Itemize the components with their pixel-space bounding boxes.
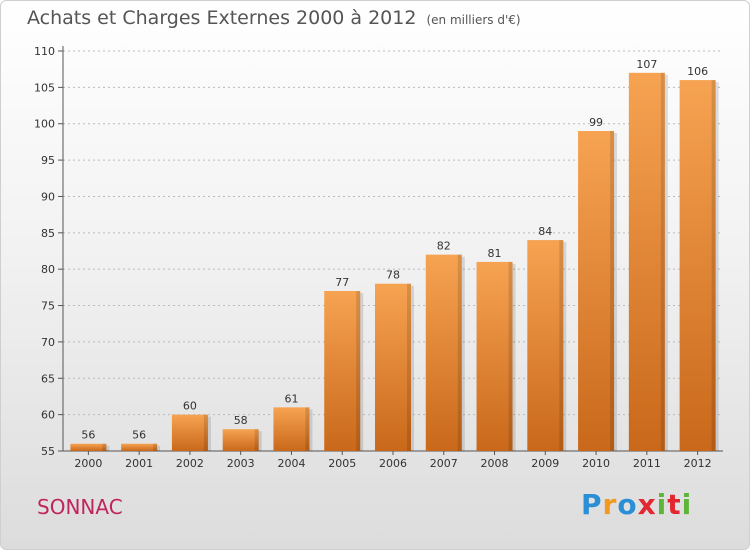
bar-edge [457,254,462,451]
y-tick-label: 60 [41,409,55,422]
bar-2008 [476,261,513,451]
bar-2004 [273,407,310,451]
bar-2011 [628,72,665,452]
y-tick-label: 110 [34,45,55,58]
data-label-2001: 56 [132,429,146,442]
data-label-2007: 82 [437,240,451,253]
proxiti-logo[interactable]: Proxiti [581,488,693,521]
data-label-2002: 60 [183,400,197,413]
bar-edge [559,240,564,451]
y-tick-label: 95 [41,154,55,167]
y-tick-label: 70 [41,336,55,349]
bar-2003 [222,429,259,451]
x-tick-label-2012: 2012 [684,457,712,470]
y-tick-label: 90 [41,190,55,203]
data-label-2004: 61 [284,392,298,405]
bar-2005 [324,291,361,451]
x-tick-label-2002: 2002 [176,457,204,470]
y-tick-label: 85 [41,227,55,240]
y-tick-label: 80 [41,263,55,276]
x-tick-label-2010: 2010 [582,457,610,470]
bar-2012 [679,80,716,451]
bar-2010 [578,131,615,451]
data-label-2008: 81 [488,247,502,260]
y-tick-label: 65 [41,372,55,385]
x-tick-label-2000: 2000 [74,457,102,470]
y-tick-label: 100 [34,118,55,131]
data-labels: 56 56 60 58 61 77 78 82 81 84 99 107 106 [81,58,708,442]
x-tick-label-2011: 2011 [633,457,661,470]
bar-edge [356,291,361,451]
data-label-2000: 56 [81,429,95,442]
data-label-2012: 106 [687,65,708,78]
x-tick-label-2004: 2004 [277,457,305,470]
bar-edge [660,72,665,452]
bars [70,72,719,452]
bar-2007 [425,254,462,451]
data-label-2006: 78 [386,269,400,282]
bar-2006 [375,283,411,451]
bar-2009 [527,240,564,451]
chart-title: Achats et Charges Externes 2000 à 2012 (e… [27,7,521,29]
bar-2000 [70,443,107,451]
chart-subtitle: (en milliers d'€) [426,13,521,27]
x-tick-label-2003: 2003 [227,457,255,470]
bar-edge [254,429,259,451]
bar-edge [102,443,107,451]
x-tick-label-2006: 2006 [379,457,407,470]
bar-2002 [171,414,208,451]
town-name: SONNAC [37,495,123,519]
bar-2001 [121,443,158,451]
bar-edge [305,407,310,451]
x-tick-label-2009: 2009 [531,457,559,470]
y-tick-label: 55 [41,445,55,458]
x-tick-label-2008: 2008 [481,457,509,470]
bar-edge [508,261,513,451]
data-label-2005: 77 [335,276,349,289]
bar-edge [407,283,411,451]
chart-title-text: Achats et Charges Externes 2000 à 2012 [27,7,417,29]
y-tick-label: 75 [41,300,55,313]
bar-edge [153,443,158,451]
x-tick-label-2001: 2001 [125,457,153,470]
data-label-2003: 58 [234,414,248,427]
bar-edge [203,414,208,451]
data-label-2009: 84 [538,225,552,238]
x-tick-label-2005: 2005 [328,457,356,470]
bar-edge [610,131,615,451]
y-tick-label: 105 [34,81,55,94]
x-tick-label-2007: 2007 [430,457,458,470]
data-label-2011: 107 [636,58,657,71]
data-label-2010: 99 [589,116,603,129]
bar-edge [711,80,716,451]
